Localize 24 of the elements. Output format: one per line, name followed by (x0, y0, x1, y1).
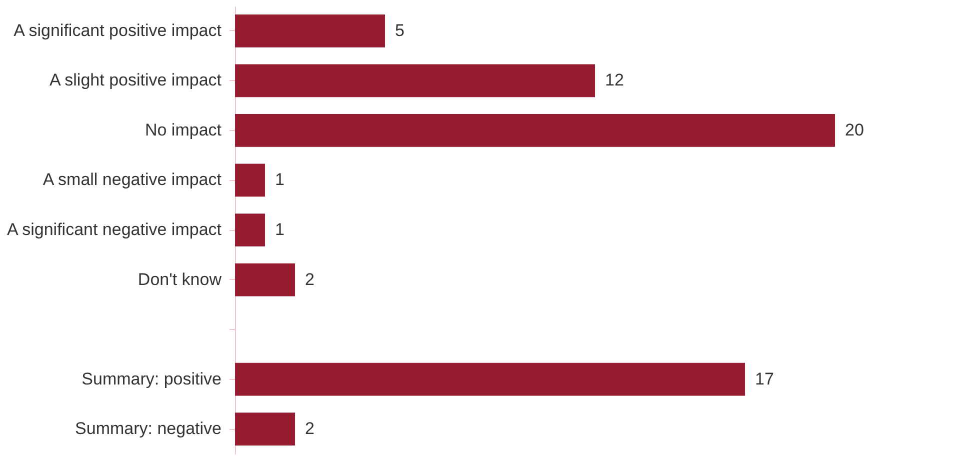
data-label: 20 (845, 120, 864, 140)
data-label: 2 (305, 419, 314, 438)
y-tick-label: A significant positive impact (14, 20, 222, 40)
bar (235, 114, 835, 147)
y-tick-label: No impact (144, 120, 222, 140)
data-label: 1 (275, 220, 284, 239)
y-tick-label: Summary: positive (82, 369, 222, 388)
data-label: 2 (305, 270, 314, 289)
data-label: 1 (275, 170, 284, 190)
y-tick-label: A slight positive impact (50, 70, 222, 90)
y-tick-label: Don't know (138, 270, 222, 289)
bar (235, 362, 745, 396)
bar (235, 412, 295, 446)
y-tick-label: Summary: negative (75, 419, 222, 438)
bar (235, 263, 295, 296)
bar (235, 14, 385, 48)
bar (235, 64, 595, 98)
data-label: 12 (605, 70, 624, 90)
data-label: 5 (395, 20, 404, 40)
y-tick-label: A small negative impact (42, 170, 222, 190)
bar (235, 164, 265, 197)
data-label: 17 (755, 369, 774, 388)
y-tick-label: A significant negative impact (6, 220, 222, 239)
bar (235, 214, 265, 246)
